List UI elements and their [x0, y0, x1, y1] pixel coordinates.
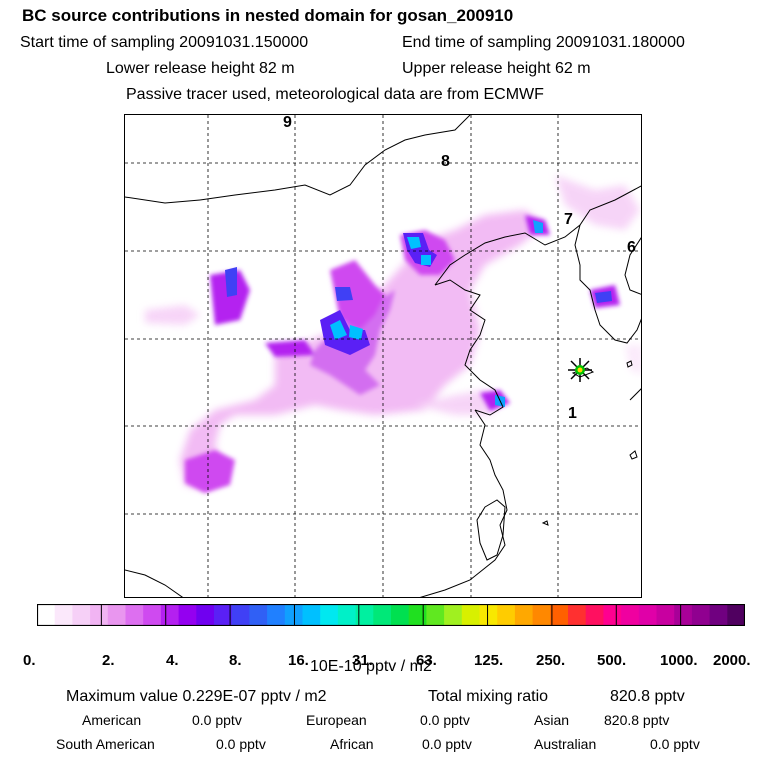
colorbar-segment	[231, 604, 250, 626]
plot-title: BC source contributions in nested domain…	[22, 6, 514, 25]
colorbar-segment	[674, 604, 693, 626]
colorbar-tick: 2.	[102, 652, 115, 669]
colorbar-segment	[54, 604, 73, 626]
colorbar-tick: 250.	[536, 652, 566, 669]
colorbar-segment	[302, 604, 321, 626]
colorbar-segment	[479, 604, 498, 626]
colorbar-segment	[585, 604, 604, 626]
source-contribution-map: 9 8 7 6 1	[124, 114, 642, 598]
sampling-start-time: Start time of sampling 20091031.150000	[20, 34, 309, 51]
trajectory-label-9: 9	[283, 115, 292, 131]
colorbar-segment	[337, 604, 357, 626]
colorbar-segment	[320, 604, 339, 626]
colorbar-segment	[514, 604, 534, 626]
colorbar-segment	[426, 604, 445, 626]
colorbar-segment	[497, 604, 516, 626]
region-south-american-label: South American	[56, 736, 155, 752]
colorbar-segment	[160, 604, 180, 626]
trajectory-label-6: 6	[627, 239, 636, 256]
trajectory-label-8: 8	[441, 153, 450, 170]
region-australian-value: 0.0 pptv	[650, 736, 700, 752]
colorbar-segment	[638, 604, 657, 626]
colorbar-tick: 2000.	[713, 652, 751, 669]
colorbar-tick: 16.	[288, 652, 309, 669]
colorbar-segment	[125, 604, 144, 626]
colorbar-tick: 1000.	[660, 652, 698, 669]
maximum-value: Maximum value 0.229E-07 pptv / m2	[66, 688, 327, 705]
region-african-label: African	[330, 736, 374, 752]
region-asian-label: Asian	[534, 712, 570, 728]
region-african-value: 0.0 pptv	[422, 736, 472, 752]
colorbar-segment	[72, 604, 91, 626]
colorbar-segment	[267, 604, 286, 626]
colorbar-segment	[550, 604, 569, 626]
colorbar	[37, 604, 745, 626]
upper-release-height: Upper release height 62 m	[402, 60, 591, 77]
colorbar-segment	[444, 604, 463, 626]
colorbar-segment	[178, 604, 197, 626]
colorbar-tick: 4.	[166, 652, 179, 669]
region-asian-value: 820.8 pptv	[604, 712, 670, 728]
colorbar-tick: 125.	[474, 652, 504, 669]
colorbar-segment	[603, 604, 622, 626]
trajectory-label-7: 7	[564, 211, 573, 228]
colorbar-segment	[391, 604, 410, 626]
colorbar-segment	[143, 604, 162, 626]
colorbar-tick: 8.	[229, 652, 242, 669]
region-european-label: European	[306, 712, 367, 728]
colorbar-segment	[532, 604, 551, 626]
colorbar-segment	[621, 604, 640, 626]
colorbar-segment	[196, 604, 215, 626]
colorbar-tick: 63.	[416, 652, 437, 669]
colorbar-segment	[214, 604, 233, 626]
colorbar-tick: 31.	[352, 652, 373, 669]
lat-lon-grid	[125, 115, 641, 597]
region-european-value: 0.0 pptv	[420, 712, 470, 728]
colorbar-segment	[408, 604, 427, 626]
colorbar-segment	[727, 604, 745, 626]
colorbar-segment	[568, 604, 587, 626]
colorbar-segment	[355, 604, 374, 626]
colorbar-segment	[90, 604, 109, 626]
region-american-value: 0.0 pptv	[192, 712, 242, 728]
colorbar-tick: 0.	[23, 652, 36, 669]
colorbar-border	[37, 604, 745, 626]
region-american-label: American	[82, 712, 142, 728]
map-canvas: 9 8 7 6 1	[125, 115, 641, 597]
colorbar-segment	[656, 604, 675, 626]
colorbar-tick: 500.	[597, 652, 627, 669]
lower-release-height: Lower release height 82 m	[106, 60, 295, 77]
colorbar-segment	[107, 604, 126, 626]
colorbar-unit: 10E-10 pptv / m2	[310, 658, 432, 675]
colorbar-segment	[249, 604, 268, 626]
coastlines	[125, 115, 641, 597]
contribution-hotspots	[225, 220, 612, 407]
sampling-end-time: End time of sampling 20091031.180000	[402, 34, 685, 51]
tracer-note: Passive tracer used, meteorological data…	[126, 86, 544, 103]
colorbar-segment	[691, 604, 711, 626]
receptor-star-marker	[568, 358, 592, 382]
colorbar-segment	[461, 604, 480, 626]
colorbar-segment	[709, 604, 728, 626]
total-mixing-ratio-value: 820.8 pptv	[610, 688, 685, 705]
region-australian-label: Australian	[534, 736, 597, 752]
colorbar-segment	[37, 604, 56, 626]
colorbar-segment	[373, 604, 392, 626]
trajectory-label-1: 1	[568, 405, 577, 422]
colorbar-segment	[284, 604, 303, 626]
region-south-american-value: 0.0 pptv	[216, 736, 266, 752]
total-mixing-ratio-label: Total mixing ratio	[428, 688, 549, 705]
